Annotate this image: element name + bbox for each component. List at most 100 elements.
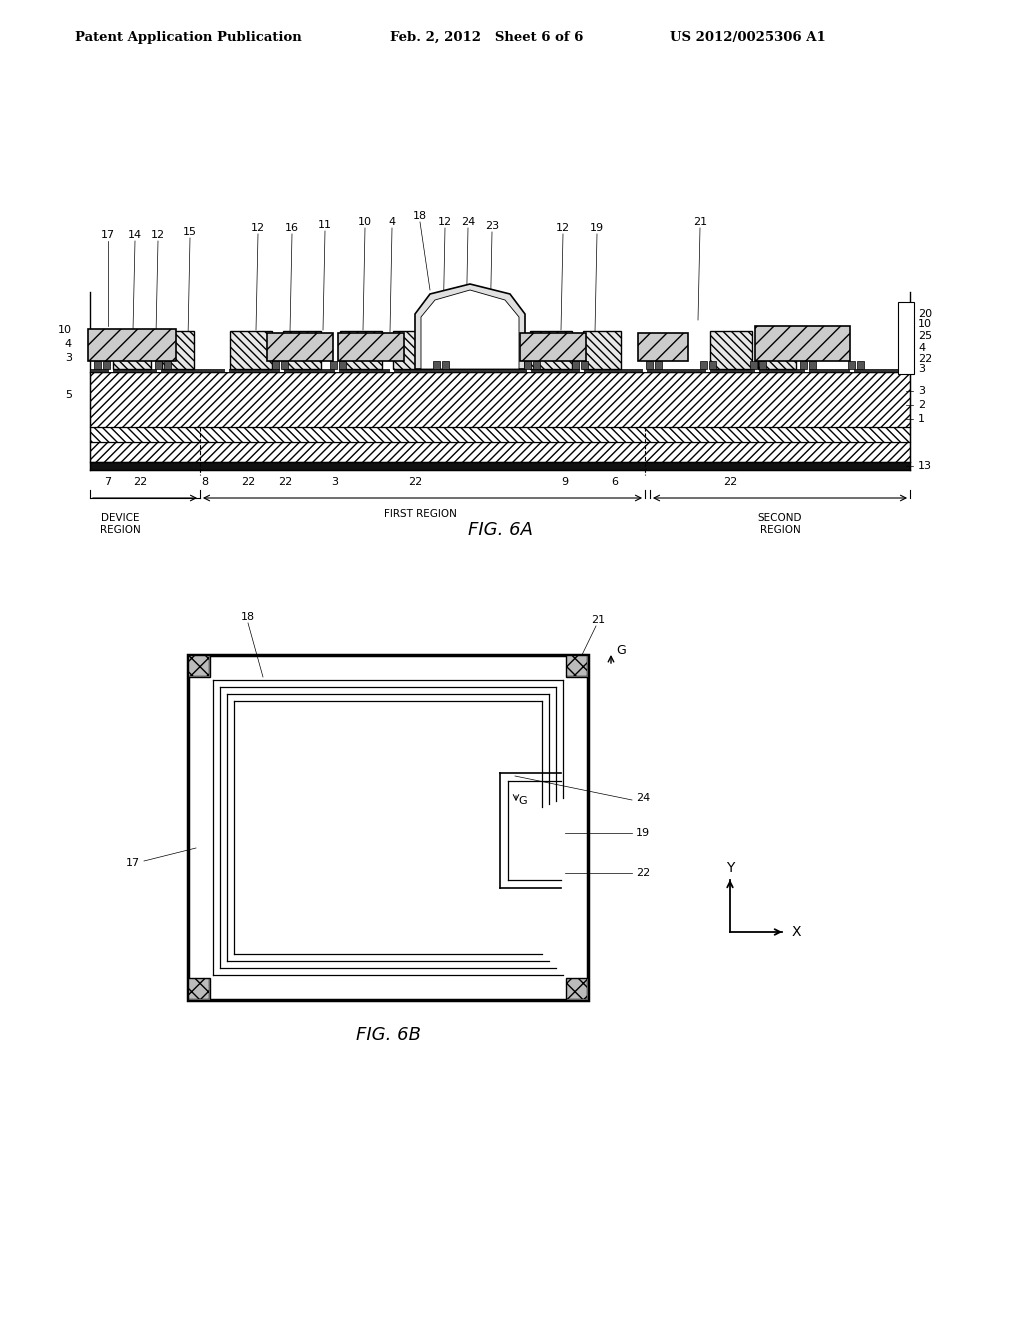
Text: FIG. 6A: FIG. 6A — [468, 521, 532, 539]
Bar — [272, 360, 279, 370]
Bar — [646, 360, 653, 370]
Bar — [572, 360, 579, 370]
Text: 24: 24 — [636, 793, 650, 803]
Text: 18: 18 — [413, 211, 427, 220]
Bar — [90, 370, 910, 372]
Bar — [283, 331, 321, 370]
Bar — [189, 979, 209, 999]
Bar — [267, 333, 333, 360]
Text: 11: 11 — [318, 220, 332, 230]
Text: 4: 4 — [918, 343, 925, 352]
Text: Feb. 2, 2012   Sheet 6 of 6: Feb. 2, 2012 Sheet 6 of 6 — [390, 30, 584, 44]
Bar — [155, 360, 162, 370]
Bar — [758, 331, 796, 370]
Bar — [335, 370, 339, 372]
Bar — [567, 979, 587, 999]
Text: 8: 8 — [202, 477, 209, 487]
Text: 12: 12 — [438, 216, 452, 227]
Bar — [755, 326, 850, 360]
Bar — [580, 370, 584, 372]
Bar — [530, 331, 572, 370]
Text: 12: 12 — [438, 300, 452, 309]
Bar — [800, 360, 807, 370]
Text: 21: 21 — [591, 615, 605, 624]
Text: 17: 17 — [101, 230, 115, 240]
Bar — [581, 360, 588, 370]
Bar — [643, 370, 647, 372]
Polygon shape — [415, 284, 525, 370]
Text: 6: 6 — [611, 477, 618, 487]
Text: 22: 22 — [278, 477, 292, 487]
Text: 7: 7 — [104, 477, 112, 487]
Text: 12: 12 — [151, 230, 165, 240]
Bar — [566, 655, 588, 677]
Bar — [230, 331, 272, 370]
Bar — [338, 333, 404, 360]
Bar — [809, 360, 816, 370]
Bar — [755, 370, 759, 372]
Text: 23: 23 — [485, 220, 499, 231]
Bar — [655, 360, 662, 370]
Text: 22: 22 — [241, 477, 255, 487]
Text: 14: 14 — [128, 230, 142, 240]
Bar — [225, 370, 229, 372]
Bar — [162, 331, 194, 370]
Text: 20: 20 — [918, 309, 932, 319]
Text: 4: 4 — [65, 339, 72, 348]
Text: 19: 19 — [590, 223, 604, 234]
Bar — [90, 442, 910, 462]
Text: Y: Y — [726, 861, 734, 875]
Bar — [638, 333, 688, 360]
Bar — [433, 360, 440, 370]
Bar — [534, 360, 540, 370]
Bar — [583, 331, 621, 370]
Text: G: G — [616, 644, 626, 656]
Bar — [700, 360, 707, 370]
Bar — [94, 360, 101, 370]
Bar — [393, 331, 431, 370]
Bar — [524, 360, 531, 370]
Text: REGION: REGION — [760, 525, 801, 535]
Bar — [709, 360, 716, 370]
Text: US 2012/0025306 A1: US 2012/0025306 A1 — [670, 30, 825, 44]
Bar — [340, 331, 382, 370]
Bar — [188, 655, 588, 1001]
Text: 22: 22 — [133, 477, 147, 487]
Text: 3: 3 — [918, 364, 925, 374]
Text: SECOND: SECOND — [758, 513, 802, 523]
Bar — [520, 333, 586, 360]
Bar — [188, 655, 210, 677]
Bar — [850, 370, 854, 372]
Bar — [164, 360, 171, 370]
Bar — [188, 978, 210, 1001]
Text: 22: 22 — [918, 354, 932, 364]
Text: 22: 22 — [723, 477, 737, 487]
Bar — [189, 656, 209, 676]
Bar — [109, 370, 113, 372]
Text: 12: 12 — [556, 223, 570, 234]
Bar — [390, 370, 394, 372]
Text: Patent Application Publication: Patent Application Publication — [75, 30, 302, 44]
Bar — [281, 360, 288, 370]
Bar — [103, 360, 110, 370]
Text: 10: 10 — [358, 216, 372, 227]
Text: 3: 3 — [332, 477, 339, 487]
Text: 25: 25 — [918, 331, 932, 341]
Text: 24: 24 — [461, 216, 475, 227]
Bar — [759, 360, 766, 370]
Bar — [339, 360, 346, 370]
Text: 17: 17 — [126, 858, 140, 869]
Bar — [90, 372, 910, 426]
Bar — [750, 360, 757, 370]
Text: DEVICE: DEVICE — [100, 513, 139, 523]
Text: 9: 9 — [561, 477, 568, 487]
Bar — [710, 331, 752, 370]
Text: 16: 16 — [285, 223, 299, 234]
Bar — [88, 329, 176, 360]
Bar — [857, 360, 864, 370]
Text: X: X — [792, 925, 801, 939]
Bar — [157, 370, 161, 372]
Bar — [898, 302, 914, 374]
Text: 10: 10 — [918, 319, 932, 329]
Text: 4: 4 — [388, 216, 395, 227]
